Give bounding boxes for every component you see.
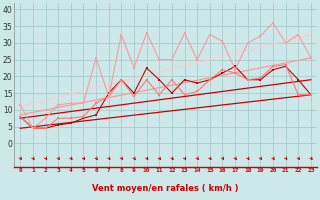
X-axis label: Vent moyen/en rafales ( km/h ): Vent moyen/en rafales ( km/h )	[92, 184, 239, 193]
